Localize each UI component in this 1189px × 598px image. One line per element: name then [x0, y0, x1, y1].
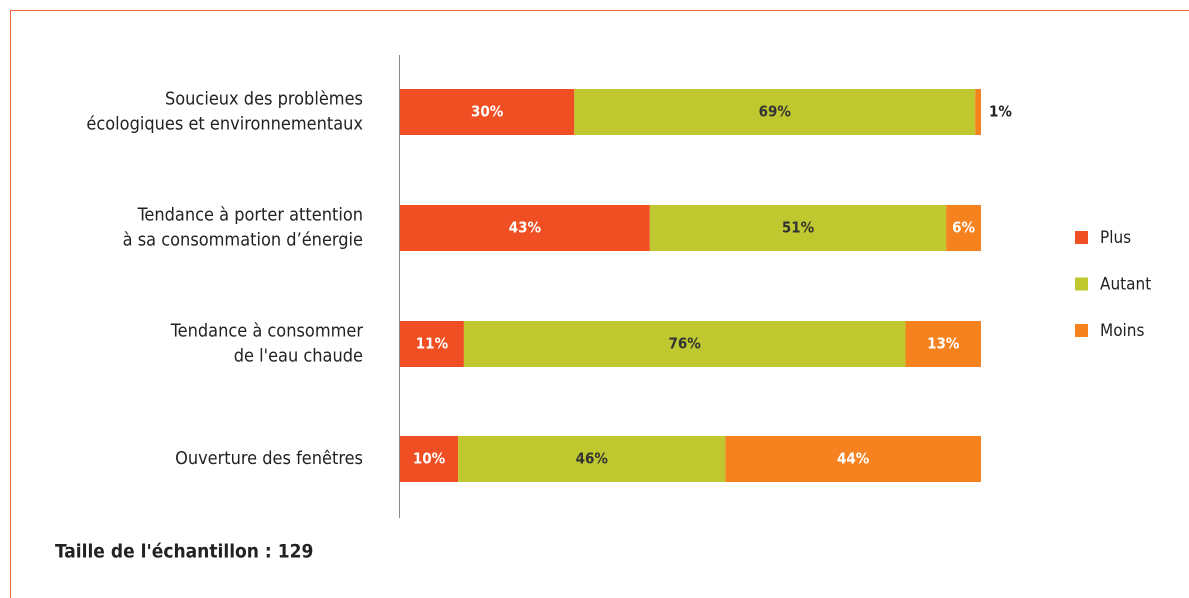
value-label: 44%: [837, 450, 870, 468]
legend-swatch: [1075, 231, 1088, 244]
value-label: 11%: [416, 335, 449, 353]
value-label: 30%: [471, 103, 504, 121]
bar-segment: [463, 321, 906, 367]
legend-label: Plus: [1100, 228, 1131, 248]
legend-swatch: [1075, 324, 1088, 337]
legend-label: Autant: [1100, 275, 1151, 295]
category-label: Tendance à consommer de l'eau chaude: [170, 321, 364, 367]
bar-segment: [725, 436, 981, 482]
bar-segment: [649, 205, 947, 251]
value-label: 46%: [576, 450, 609, 468]
legend-swatch: [1075, 277, 1088, 291]
value-label: 13%: [927, 335, 960, 353]
bar-segment: [400, 205, 650, 251]
bar-segment: [400, 321, 464, 367]
value-label: 69%: [759, 103, 792, 121]
legend-label: Moins: [1100, 321, 1144, 341]
bar-segment: [905, 321, 981, 367]
bar-segment: [574, 89, 976, 135]
bar-segment: [946, 205, 981, 251]
value-label: 43%: [509, 219, 542, 237]
value-label: 51%: [782, 219, 815, 237]
bar-segment: [400, 89, 575, 135]
value-label: 10%: [413, 450, 446, 468]
value-label: 1%: [989, 103, 1012, 121]
bar-segment: [975, 89, 981, 135]
category-label: Soucieux des problèmes écologiques et env…: [86, 89, 363, 135]
footnote: Taille de l'échantillon : 129: [55, 541, 313, 563]
value-label: 76%: [669, 335, 702, 353]
category-label: Ouverture des fenêtres: [175, 448, 363, 469]
value-label: 6%: [952, 219, 975, 237]
bar-segment: [458, 436, 726, 482]
bar-segment: [400, 436, 459, 482]
category-label: Tendance à porter attention à sa consomma…: [123, 205, 363, 251]
